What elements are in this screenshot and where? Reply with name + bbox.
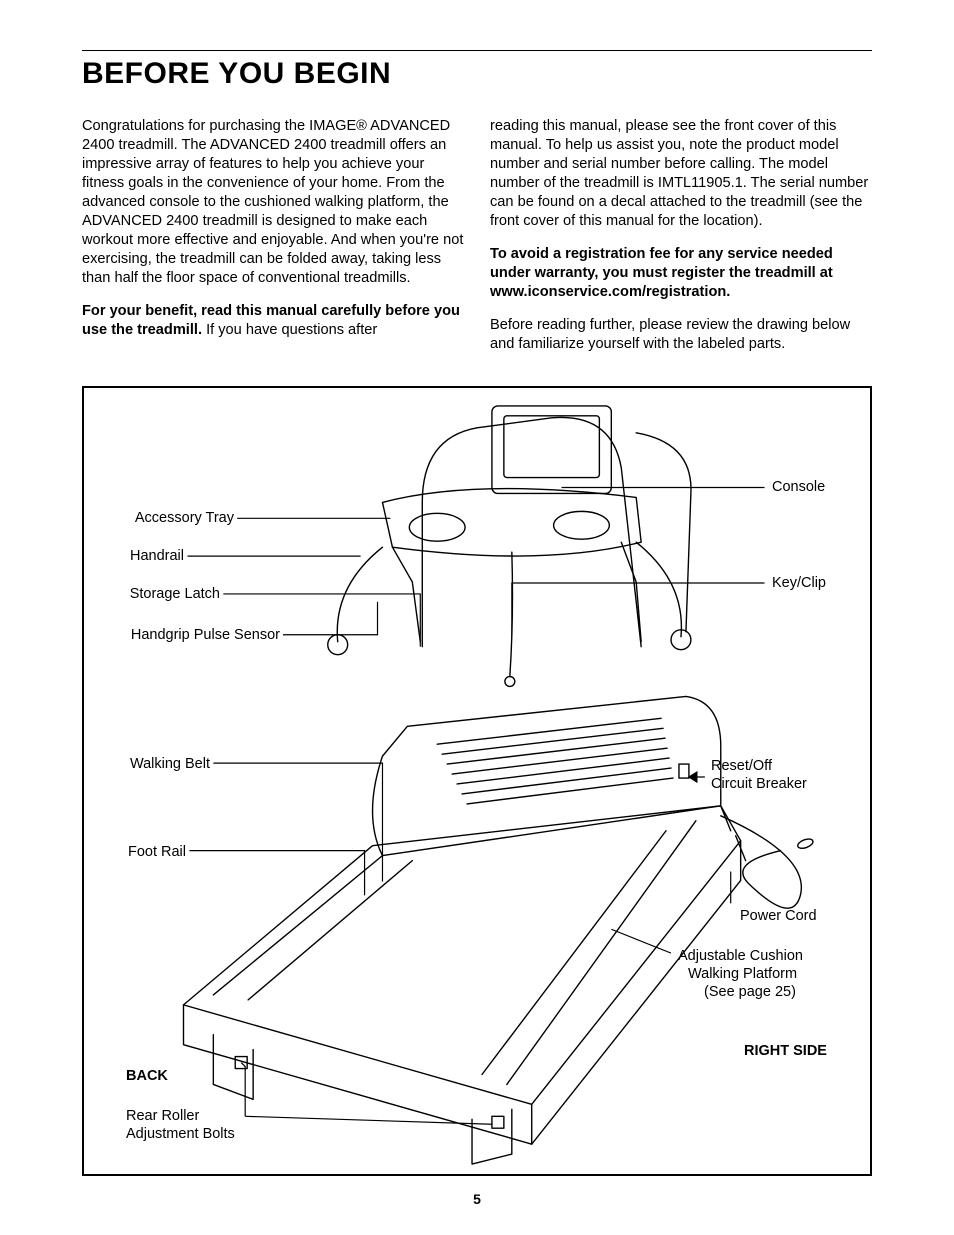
label-adj-cushion-3: (See page 25) [704, 984, 796, 1001]
text-span: If you have questions after [202, 322, 377, 338]
label-power-cord: Power Cord [740, 908, 817, 925]
page-title: BEFORE YOU BEGIN [82, 57, 872, 91]
label-back: BACK [126, 1068, 168, 1085]
column-left: Congratulations for purchasing the IMAGE… [82, 117, 464, 368]
label-reset-off: Reset/Off [711, 758, 772, 775]
label-rear-roller-2: Adjustment Bolts [126, 1126, 235, 1143]
body-columns: Congratulations for purchasing the IMAGE… [82, 117, 872, 368]
label-adj-cushion-1: Adjustable Cushion [678, 948, 803, 965]
read-manual-paragraph: For your benefit, read this manual caref… [82, 302, 464, 340]
page-number: 5 [0, 1191, 954, 1207]
label-rear-roller-1: Rear Roller [126, 1108, 199, 1125]
review-drawing-paragraph: Before reading further, please review th… [490, 316, 872, 354]
label-console: Console [772, 479, 825, 496]
registration-paragraph: To avoid a registration fee for any serv… [490, 245, 872, 302]
label-right-side: RIGHT SIDE [744, 1043, 827, 1060]
label-circuit-breaker: Circuit Breaker [711, 776, 807, 793]
intro-paragraph: Congratulations for purchasing the IMAGE… [82, 117, 464, 288]
label-handrail: Handrail [84, 548, 184, 565]
label-key-clip: Key/Clip [772, 575, 826, 592]
column-right: reading this manual, please see the fron… [490, 117, 872, 368]
label-accessory-tray: Accessory Tray [84, 510, 234, 527]
label-adj-cushion-2: Walking Platform [688, 966, 797, 983]
treadmill-diagram: Accessory Tray Handrail Storage Latch Ha… [82, 386, 872, 1176]
manual-cover-paragraph: reading this manual, please see the fron… [490, 117, 872, 231]
label-foot-rail: Foot Rail [84, 844, 186, 861]
label-walking-belt: Walking Belt [84, 756, 210, 773]
label-pulse-sensor: Handgrip Pulse Sensor [84, 627, 280, 644]
label-storage-latch: Storage Latch [84, 586, 220, 603]
